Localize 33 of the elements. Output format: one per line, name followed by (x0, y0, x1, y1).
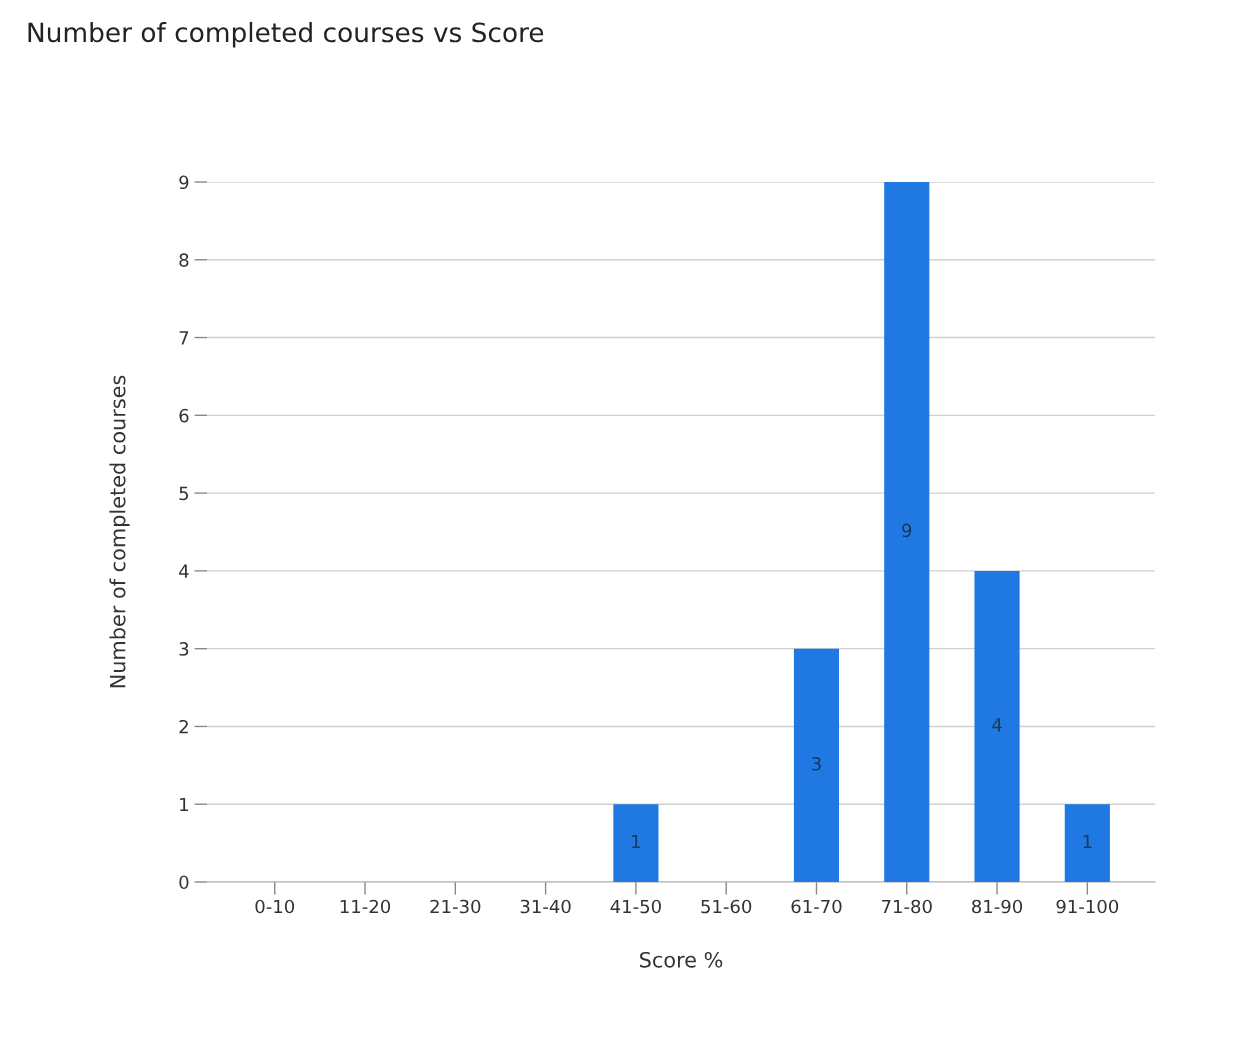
y-tick-label: 3 (179, 642, 189, 656)
y-tick-label: 4 (179, 564, 189, 578)
chart-title: Number of completed courses vs Score (28, 21, 544, 48)
data-label: 1 (1083, 834, 1092, 849)
bar (1064, 804, 1110, 882)
bar (974, 570, 1020, 882)
x-tick-label: 91-100 (1056, 899, 1119, 914)
x-tick-label: 0-10 (255, 899, 295, 914)
y-tick-label: 5 (179, 486, 189, 501)
y-axis-title: Number of completed courses (109, 375, 130, 688)
bar (613, 804, 659, 882)
x-tick-label: 11-20 (340, 899, 391, 914)
y-tick-label: 1 (180, 797, 188, 812)
y-tick-label: 8 (179, 253, 189, 267)
x-tick-label: 61-70 (791, 899, 842, 914)
data-label: 3 (812, 756, 821, 771)
bar (884, 182, 930, 882)
y-tick-label: 9 (179, 175, 189, 190)
y-tick-label: 6 (179, 408, 189, 423)
y-tick-label: 0 (179, 875, 189, 890)
data-label: 9 (902, 523, 912, 538)
x-tick-label: 21-30 (430, 899, 481, 914)
data-label: 4 (992, 718, 1002, 732)
x-tick-label: 81-90 (972, 899, 1023, 914)
x-tick-label: 51-60 (701, 899, 752, 914)
x-axis-title: Score % (640, 951, 723, 968)
x-tick-label: 41-50 (610, 899, 661, 914)
y-tick-label: 2 (179, 719, 188, 734)
bar (793, 648, 840, 882)
y-tick-label: 7 (179, 331, 189, 345)
data-label: 1 (632, 834, 640, 849)
x-tick-label: 71-80 (882, 899, 932, 914)
x-tick-label: 31-40 (520, 899, 571, 914)
